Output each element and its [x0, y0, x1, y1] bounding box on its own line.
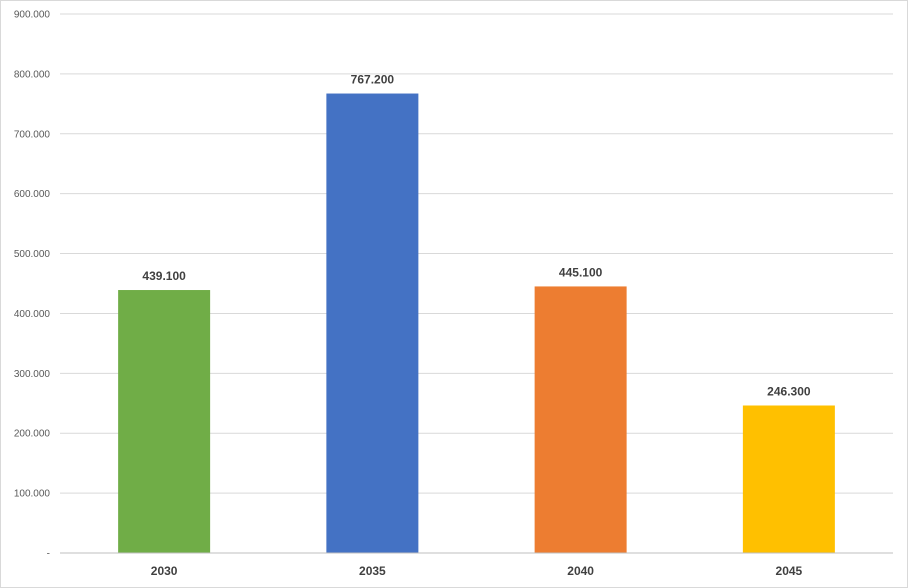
y-axis-tick-labels: - 100.000 200.000 300.000 400.000 500.000 600.…: [14, 10, 51, 560]
y-tick-label: 700.000: [14, 129, 51, 140]
x-tick-label: 2035: [359, 564, 386, 578]
bar-2045: [742, 405, 835, 553]
y-tick-label: 500.000: [14, 249, 51, 260]
y-tick-label: 100.000: [14, 489, 51, 500]
x-tick-label: 2045: [776, 564, 803, 578]
y-tick-label: 900.000: [14, 10, 51, 21]
data-labels: 439.100 767.200 445.100 246.300: [142, 73, 810, 399]
y-tick-label: 800.000: [14, 69, 51, 80]
y-tick-label: 200.000: [14, 429, 51, 440]
bar-2030: [118, 290, 211, 553]
data-label-2040: 445.100: [559, 265, 603, 279]
x-tick-label: 2040: [567, 564, 594, 578]
y-tick-label: 400.000: [14, 309, 51, 320]
y-tick-label: -: [47, 549, 50, 560]
data-label-2045: 246.300: [767, 384, 811, 398]
data-label-2035: 767.200: [351, 73, 395, 87]
x-axis-category-labels: 2030 2035 2040 2045: [151, 564, 803, 578]
bars: [118, 93, 835, 554]
data-label-2030: 439.100: [142, 269, 186, 283]
x-tick-label: 2030: [151, 564, 178, 578]
y-tick-label: 600.000: [14, 189, 51, 200]
bar-2040: [534, 286, 627, 553]
y-tick-label: 300.000: [14, 369, 51, 380]
bar-2035: [326, 93, 419, 554]
